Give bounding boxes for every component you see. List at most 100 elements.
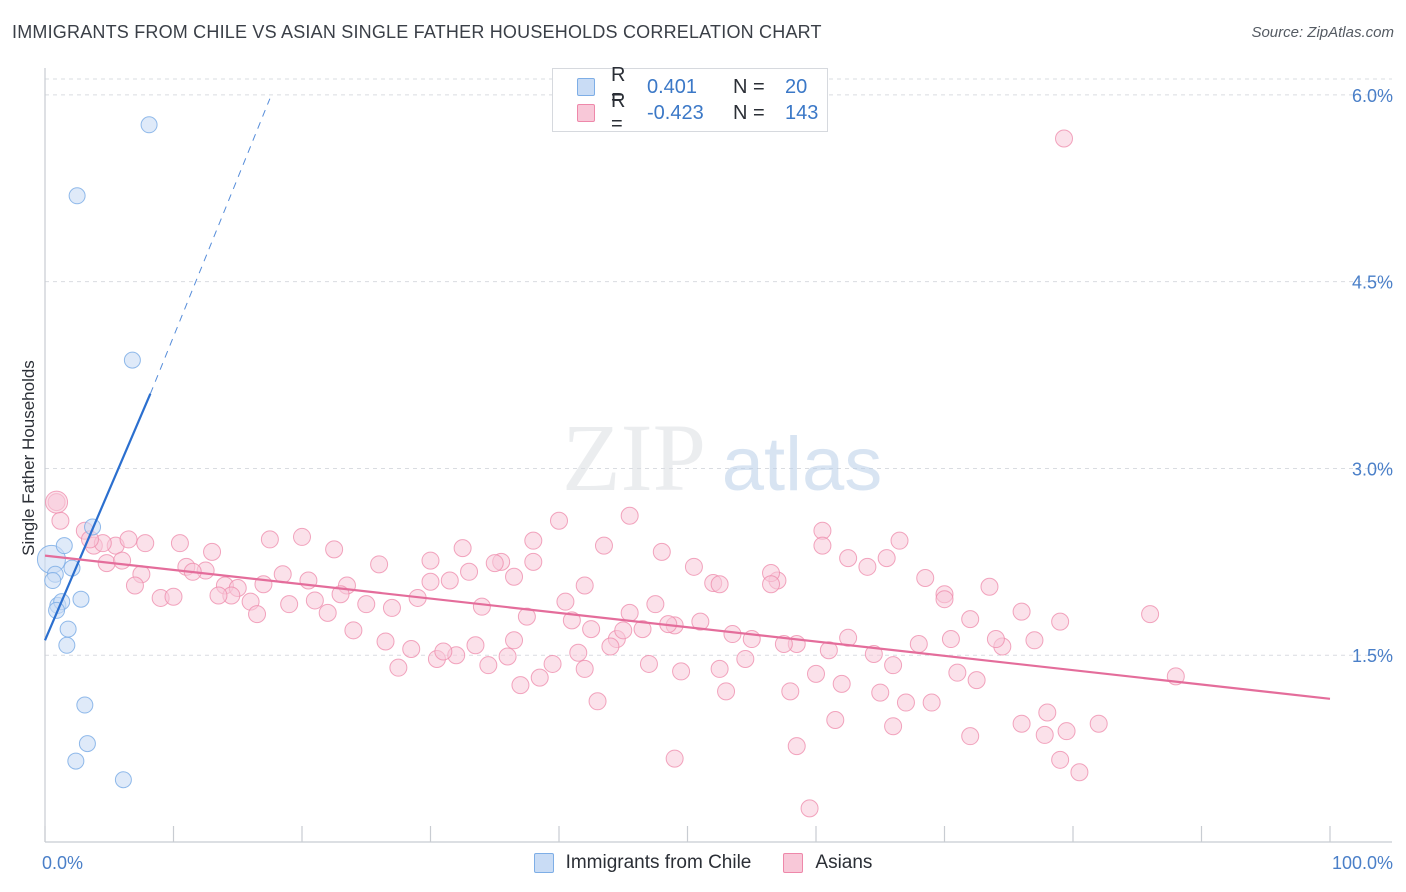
asians-point[interactable] (550, 511, 568, 530)
asians-point[interactable] (203, 542, 222, 561)
asians-point[interactable] (530, 668, 549, 687)
chile-point[interactable] (114, 771, 132, 789)
chile-point[interactable] (78, 735, 96, 753)
asians-point[interactable] (839, 549, 858, 568)
asians-point[interactable] (652, 542, 671, 561)
asians-point[interactable] (1012, 602, 1031, 621)
chile-point[interactable] (44, 572, 62, 590)
asians-point[interactable] (370, 555, 389, 574)
chile-point[interactable] (58, 636, 76, 654)
asians-point[interactable] (325, 540, 344, 559)
asians-point[interactable] (543, 654, 562, 673)
asians-point[interactable] (280, 595, 299, 614)
asians-point[interactable] (710, 659, 729, 678)
asians-point[interactable] (935, 590, 954, 609)
asians-point[interactable] (871, 683, 890, 702)
asians-point[interactable] (575, 576, 594, 595)
asians-point[interactable] (1025, 631, 1044, 650)
asians-point[interactable] (344, 621, 363, 640)
asians-point[interactable] (524, 552, 543, 571)
asians-point[interactable] (1141, 605, 1160, 624)
asians-point[interactable] (890, 531, 909, 550)
asians-point[interactable] (485, 554, 504, 573)
asians-point[interactable] (524, 531, 543, 550)
asians-point[interactable] (1089, 714, 1108, 733)
asians-point[interactable] (839, 628, 858, 647)
asians-point[interactable] (710, 575, 729, 594)
legend-item-chile[interactable]: Immigrants from Chile (533, 852, 751, 874)
asians-point[interactable] (884, 656, 903, 675)
asians-point[interactable] (479, 656, 498, 675)
asians-point[interactable] (472, 597, 491, 616)
asians-point[interactable] (1051, 750, 1070, 769)
asians-point[interactable] (736, 649, 755, 668)
asians-point[interactable] (620, 603, 639, 622)
chile-point[interactable] (68, 187, 86, 205)
asians-point[interactable] (980, 577, 999, 596)
asians-point[interactable] (1070, 763, 1089, 782)
chile-point[interactable] (76, 696, 94, 714)
asians-point[interactable] (1035, 725, 1054, 744)
asians-point[interactable] (633, 620, 652, 639)
asians-point[interactable] (498, 647, 517, 666)
asians-point[interactable] (505, 567, 524, 586)
asians-point[interactable] (1051, 612, 1070, 631)
legend-item-asians[interactable]: Asians (783, 852, 872, 874)
asians-point[interactable] (774, 635, 793, 654)
asians-point[interactable] (136, 534, 155, 553)
asians-point[interactable] (421, 572, 440, 591)
asians-point[interactable] (787, 737, 806, 756)
asians-point[interactable] (832, 674, 851, 693)
asians-point[interactable] (723, 625, 742, 644)
asians-point[interactable] (511, 676, 530, 695)
asians-point[interactable] (601, 637, 620, 656)
asians-point[interactable] (582, 620, 601, 639)
asians-point[interactable] (961, 610, 980, 629)
asians-point[interactable] (357, 595, 376, 614)
asians-point[interactable] (858, 557, 877, 576)
asians-point[interactable] (569, 643, 588, 662)
asians-point[interactable] (466, 636, 485, 655)
asians-point[interactable] (376, 632, 395, 651)
asians-point[interactable] (556, 592, 575, 611)
asians-point[interactable] (896, 693, 915, 712)
asians-point[interactable] (125, 576, 144, 595)
asians-point[interactable] (941, 630, 960, 649)
asians-point[interactable] (562, 611, 581, 630)
asians-point[interactable] (382, 598, 401, 617)
asians-point[interactable] (421, 551, 440, 570)
asians-point[interactable] (517, 607, 536, 626)
asians-point[interactable] (762, 575, 781, 594)
chile-point[interactable] (72, 590, 90, 608)
asians-point[interactable] (672, 662, 691, 681)
asians-point[interactable] (594, 536, 613, 555)
asians-point[interactable] (691, 612, 710, 631)
asians-point[interactable] (1055, 129, 1074, 148)
asians-point[interactable] (620, 506, 639, 525)
asians-point[interactable] (684, 557, 703, 576)
asians-point[interactable] (665, 749, 684, 768)
chile-point[interactable] (140, 116, 158, 134)
asians-point[interactable] (916, 569, 935, 588)
asians-point[interactable] (717, 682, 736, 701)
asians-point[interactable] (460, 562, 479, 581)
asians-point[interactable] (807, 664, 825, 683)
asians-point[interactable] (614, 621, 633, 640)
asians-point[interactable] (453, 539, 472, 558)
asians-point[interactable] (164, 587, 183, 606)
asians-point[interactable] (248, 605, 267, 624)
asians-point[interactable] (588, 692, 607, 711)
asians-point[interactable] (389, 658, 408, 677)
asians-point[interactable] (209, 586, 228, 605)
asians-point[interactable] (170, 534, 189, 553)
asians-point[interactable] (819, 641, 838, 660)
chile-point[interactable] (67, 752, 85, 770)
asians-point[interactable] (967, 671, 986, 690)
chile-point[interactable] (59, 620, 77, 638)
chile-point[interactable] (55, 537, 73, 555)
asians-point[interactable] (260, 530, 279, 549)
asians-point[interactable] (273, 565, 292, 584)
asians-point[interactable] (440, 571, 459, 590)
asians-point[interactable] (877, 549, 896, 568)
asians-point[interactable] (305, 591, 324, 610)
